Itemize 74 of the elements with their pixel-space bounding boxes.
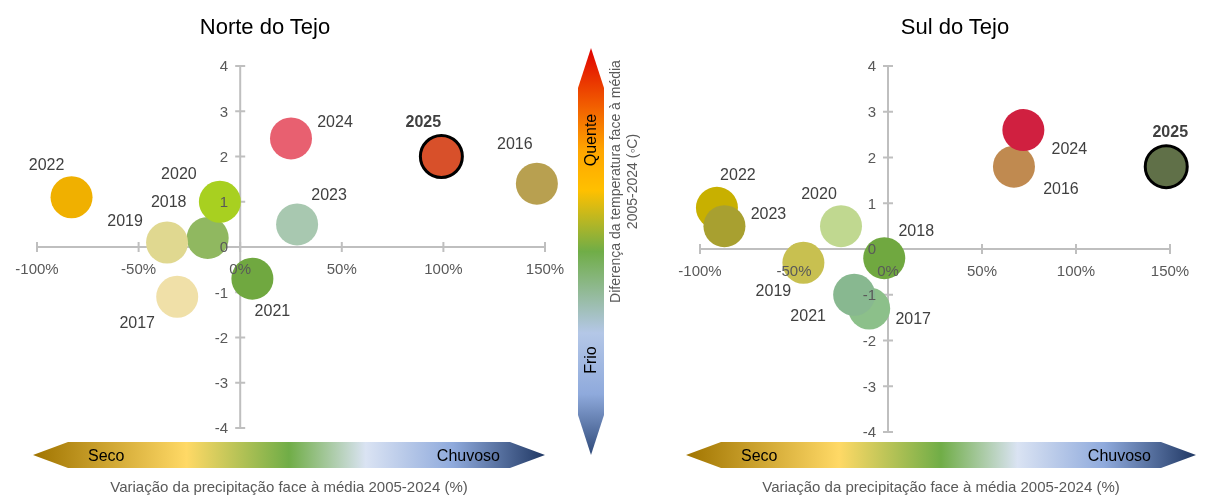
annotation: 2016 bbox=[497, 135, 533, 153]
annotation: 2018 bbox=[150, 192, 187, 210]
point bbox=[276, 203, 319, 246]
y-tick-label: -1 bbox=[862, 286, 876, 303]
point bbox=[198, 180, 241, 223]
point bbox=[515, 162, 558, 205]
y-tick-label: 4 bbox=[219, 57, 229, 75]
x-tick-label: 100% bbox=[1056, 262, 1096, 279]
x-tick-label: 50% bbox=[326, 260, 357, 277]
y-tick-label: 0 bbox=[219, 238, 229, 256]
annotation: 2017 bbox=[119, 314, 156, 332]
text: Seco bbox=[741, 446, 778, 464]
point bbox=[418, 134, 464, 179]
annotation: 2022 bbox=[720, 166, 756, 184]
text: Seco bbox=[88, 446, 125, 464]
y-tick-label: -4 bbox=[214, 419, 229, 437]
y-tick-label: 2 bbox=[867, 148, 876, 166]
point bbox=[703, 205, 746, 248]
text: Chuvoso bbox=[1087, 446, 1152, 464]
text: Quente bbox=[582, 113, 599, 167]
point bbox=[833, 273, 876, 316]
y-tick-label: 3 bbox=[867, 103, 876, 120]
y-tick-label: 3 bbox=[219, 102, 229, 120]
annotation: 2016 bbox=[1043, 180, 1079, 198]
point bbox=[186, 216, 229, 259]
y-axis-title: Diferença da temperatura face à média 2005-2024 (◦C) bbox=[607, 59, 640, 303]
x-tick-label: 50% bbox=[966, 262, 998, 279]
y-tick-label: -2 bbox=[862, 331, 876, 349]
x-tick-label: 0% bbox=[877, 262, 899, 279]
point bbox=[1002, 109, 1045, 152]
annotation: 2025 bbox=[1152, 123, 1189, 141]
x-axis-title: Variação da precipitação face à média 2005-2024 (%) bbox=[762, 478, 1120, 495]
y-tick-label: 4 bbox=[867, 57, 876, 75]
annotation: 2023 bbox=[311, 185, 347, 203]
y-tick-label: -1 bbox=[214, 283, 229, 301]
y-tick-label: 1 bbox=[219, 193, 229, 210]
annotation: 2019 bbox=[755, 282, 792, 300]
annotation: 2018 bbox=[898, 221, 935, 239]
annotation: 2019 bbox=[107, 212, 143, 230]
point bbox=[1143, 144, 1189, 190]
y-tick-label: -2 bbox=[214, 328, 229, 346]
text: Chuvoso bbox=[436, 446, 501, 464]
y-tick-label: 1 bbox=[867, 194, 876, 212]
annotation: 2017 bbox=[895, 310, 932, 328]
point bbox=[820, 205, 862, 248]
x-tick-label: 150% bbox=[1150, 262, 1190, 279]
y-tick-label: -3 bbox=[214, 374, 229, 391]
point bbox=[146, 221, 189, 264]
point bbox=[992, 145, 1035, 188]
chart-title: Sul do Tejo bbox=[900, 14, 1010, 39]
y-tick-label: 0 bbox=[867, 240, 876, 258]
x-tick-label: 150% bbox=[525, 260, 565, 277]
x-axis-title: Variação da precipitação face à média 2005-2024 (%) bbox=[110, 478, 468, 495]
annotation: 2024 bbox=[1051, 139, 1088, 157]
annotation: 2021 bbox=[790, 307, 827, 325]
point bbox=[156, 275, 199, 318]
annotation: 2023 bbox=[750, 204, 787, 222]
annotation: 2022 bbox=[28, 155, 65, 173]
x-tick-label: -100% bbox=[678, 262, 722, 279]
y-tick-label: 2 bbox=[219, 147, 229, 165]
x-tick-label: 100% bbox=[424, 260, 463, 277]
y-tick-label: -4 bbox=[862, 423, 876, 441]
chart-title: Norte do Tejo bbox=[199, 14, 331, 39]
point bbox=[270, 117, 312, 160]
y-tick-label: -3 bbox=[862, 377, 876, 395]
x-tick-label: -100% bbox=[15, 260, 59, 277]
x-tick-label: -50% bbox=[121, 260, 157, 277]
annotation: 2024 bbox=[317, 113, 353, 130]
annotation: 2020 bbox=[161, 165, 197, 183]
annotation: 2025 bbox=[405, 113, 442, 131]
point bbox=[50, 176, 93, 219]
text: Frio bbox=[582, 346, 599, 374]
annotation: 2020 bbox=[801, 184, 837, 202]
annotation: 2021 bbox=[254, 302, 291, 320]
